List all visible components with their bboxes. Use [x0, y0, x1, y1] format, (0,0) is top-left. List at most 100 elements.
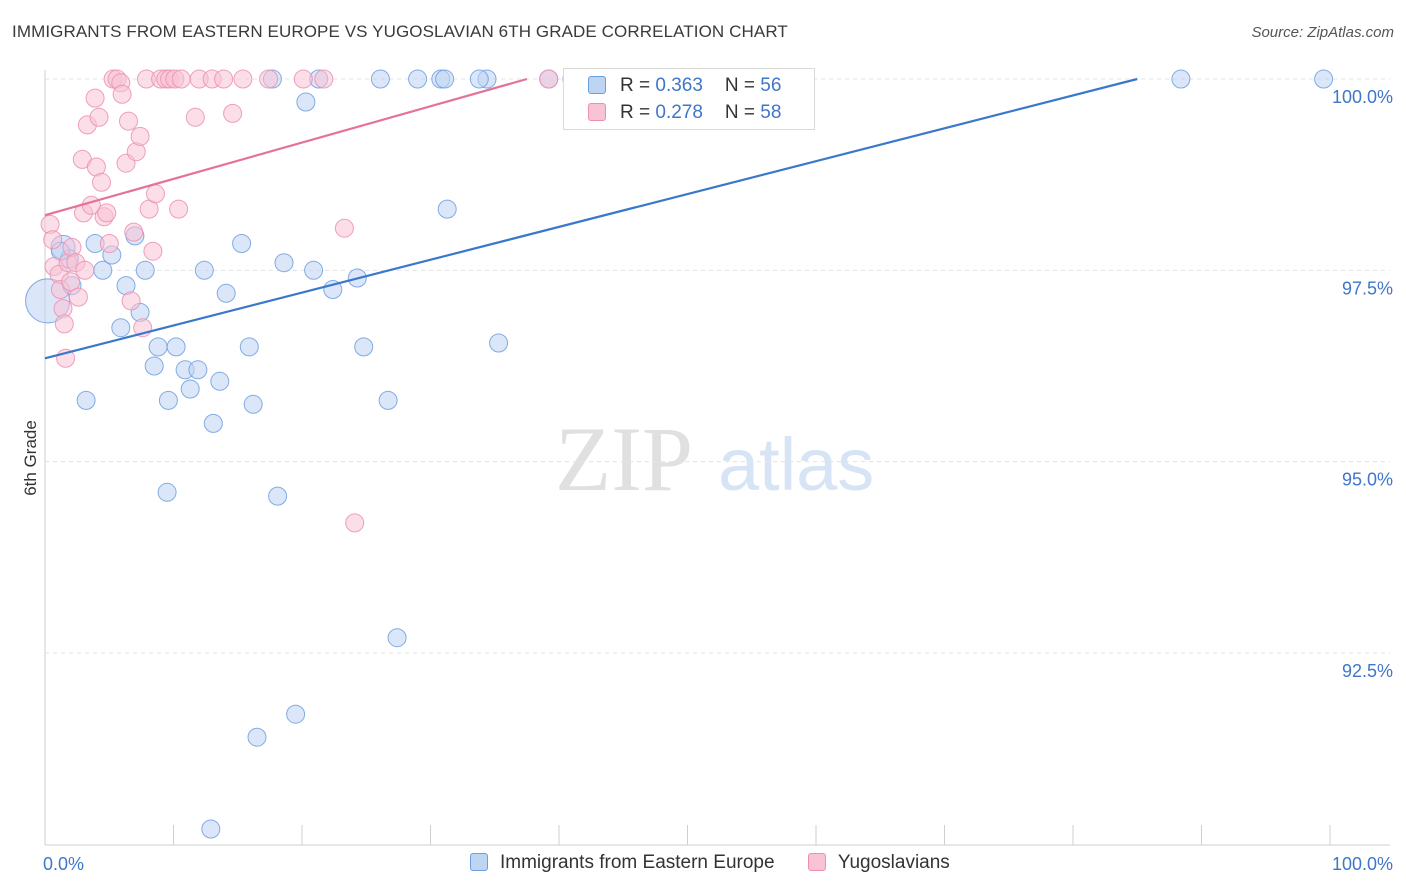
y-tick-label: 92.5% [1342, 661, 1393, 681]
point-yugoslavian [223, 103, 243, 123]
point-eastern-europe [76, 390, 96, 410]
y-tick-label: 97.5% [1342, 278, 1393, 298]
point-eastern-europe [216, 283, 236, 303]
point-yugoslavian [146, 184, 165, 204]
point-eastern-europe [166, 337, 186, 357]
legend-item-eastern-europe[interactable]: Immigrants from Eastern Europe [470, 852, 775, 874]
data-points [25, 69, 1334, 839]
point-yugoslavian [75, 260, 95, 280]
point-yugoslavian [89, 107, 109, 127]
point-eastern-europe [158, 390, 178, 410]
point-yugoslavian [92, 172, 111, 192]
point-eastern-europe [157, 482, 177, 502]
point-eastern-europe [232, 234, 252, 253]
point-yugoslavian [293, 69, 313, 89]
point-eastern-europe [469, 69, 489, 89]
point-yugoslavian [124, 222, 144, 242]
chart-source: Source: ZipAtlas.com [1251, 24, 1394, 41]
point-eastern-europe [239, 337, 259, 357]
legend-r-value: 0.363 [655, 75, 703, 96]
point-eastern-europe [354, 337, 374, 357]
point-eastern-europe [188, 360, 208, 380]
y-tick-label: 100.0% [1332, 87, 1393, 107]
point-eastern-europe [274, 253, 294, 273]
point-yugoslavian [214, 69, 234, 89]
gridlines [45, 78, 1390, 654]
point-yugoslavian [259, 69, 279, 89]
series-legend: Immigrants from Eastern Europe Yugoslavi… [470, 852, 978, 874]
point-yugoslavian [121, 291, 141, 311]
point-eastern-europe [210, 371, 230, 391]
point-yugoslavian [99, 234, 119, 253]
legend-label: Immigrants from Eastern Europe [500, 852, 775, 873]
chart-title: IMMIGRANTS FROM EASTERN EUROPE VS YUGOSL… [12, 22, 788, 41]
axis-labels: 92.5% 95.0% 97.5% 100.0% 0.0% 100.0% 6th Grade [21, 87, 1393, 874]
x-tick-label-min: 0.0% [43, 854, 84, 874]
point-yugoslavian [43, 230, 63, 250]
point-eastern-europe [268, 486, 288, 506]
trend-line-eastern-europe [44, 77, 1138, 360]
point-yugoslavian [68, 287, 88, 307]
y-tick-label: 95.0% [1342, 470, 1393, 490]
watermark: ZIP atlas [555, 408, 874, 510]
point-eastern-europe [435, 69, 455, 89]
legend-swatch-blue [588, 76, 606, 94]
point-eastern-europe [247, 727, 267, 747]
point-eastern-europe [144, 356, 164, 376]
point-eastern-europe [1314, 69, 1334, 89]
point-yugoslavian [143, 241, 163, 261]
point-eastern-europe [408, 69, 428, 89]
legend-row-yugoslavians: R = 0.278 N = 58 [588, 102, 781, 124]
point-yugoslavian [171, 69, 191, 89]
point-yugoslavian [61, 272, 81, 292]
point-yugoslavian [54, 314, 74, 334]
point-eastern-europe [437, 199, 457, 219]
legend-item-yugoslavians[interactable]: Yugoslavians [807, 852, 950, 874]
legend-n-value: 56 [760, 75, 782, 96]
watermark-atlas: atlas [718, 423, 874, 506]
x-tick-label-max: 100.0% [1332, 854, 1393, 874]
point-eastern-europe [387, 628, 407, 648]
point-yugoslavian [112, 84, 132, 104]
legend-label: Yugoslavians [837, 852, 950, 873]
point-yugoslavian [334, 218, 354, 238]
point-yugoslavian [169, 199, 189, 219]
legend-r-label: R = [620, 102, 656, 123]
legend-n-value: 58 [760, 102, 782, 123]
point-eastern-europe [286, 704, 306, 724]
point-eastern-europe [243, 394, 263, 414]
point-eastern-europe [111, 318, 131, 338]
legend-row-eastern-europe: R = 0.363 N = 56 [588, 75, 781, 97]
y-axis-title: 6th Grade [21, 420, 40, 496]
point-eastern-europe [201, 819, 221, 839]
point-yugoslavian [233, 69, 253, 89]
legend-swatch-pink [807, 853, 826, 871]
point-eastern-europe [378, 390, 398, 410]
point-yugoslavian [97, 203, 117, 223]
point-eastern-europe [180, 379, 200, 399]
point-yugoslavian [539, 69, 559, 89]
legend-n-label: N = [724, 75, 761, 96]
point-eastern-europe [203, 413, 223, 433]
point-yugoslavian [85, 88, 105, 108]
point-eastern-europe [194, 260, 214, 280]
legend-r-label: R = [620, 75, 656, 96]
axes [44, 70, 1390, 846]
watermark-zip: ZIP [555, 408, 693, 510]
point-eastern-europe [370, 69, 390, 89]
trend-lines [44, 77, 1138, 360]
point-eastern-europe [1171, 69, 1191, 89]
point-eastern-europe [148, 337, 168, 357]
trend-line-yugoslavians [44, 77, 528, 217]
legend-n-label: N = [724, 102, 761, 123]
point-yugoslavian [119, 111, 138, 131]
legend-r-value: 0.278 [655, 102, 703, 123]
point-yugoslavian [314, 69, 334, 89]
point-yugoslavian [345, 513, 365, 533]
point-eastern-europe [489, 333, 509, 353]
legend-swatch-pink [588, 103, 606, 121]
stats-legend: R = 0.363 N = 56 R = 0.278 N = 58 [563, 68, 815, 130]
point-eastern-europe [296, 92, 316, 112]
point-yugoslavian [130, 126, 150, 146]
